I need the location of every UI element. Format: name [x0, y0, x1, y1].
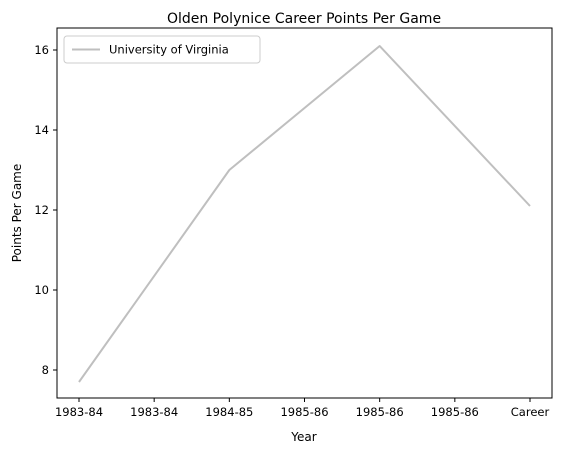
legend: University of Virginia	[64, 36, 260, 63]
x-axis: 1983-84 1983-84 1984-85 1985-86 1985-86 1985-…	[55, 398, 550, 419]
legend-label-university-of-virginia: University of Virginia	[109, 43, 229, 57]
x-tick-label: 1984-85	[205, 405, 253, 419]
y-tick-label: 10	[34, 283, 49, 297]
x-tick-label: 1983-84	[55, 405, 103, 419]
x-tick-label: Career	[511, 405, 550, 419]
y-axis-label: Points Per Game	[10, 164, 24, 263]
y-axis: 8 10 12 14 16	[34, 43, 57, 377]
x-tick-label: 1985-86	[280, 405, 328, 419]
x-tick-label: 1985-86	[356, 405, 404, 419]
x-tick-label: 1983-84	[130, 405, 178, 419]
y-tick-label: 16	[34, 43, 49, 57]
y-tick-label: 12	[34, 203, 49, 217]
x-tick-label: 1985-86	[431, 405, 479, 419]
y-tick-label: 8	[42, 363, 49, 377]
x-axis-label: Year	[290, 430, 316, 444]
chart-title: Olden Polynice Career Points Per Game	[167, 11, 441, 27]
plot-area	[57, 28, 552, 398]
y-tick-label: 14	[34, 123, 49, 137]
